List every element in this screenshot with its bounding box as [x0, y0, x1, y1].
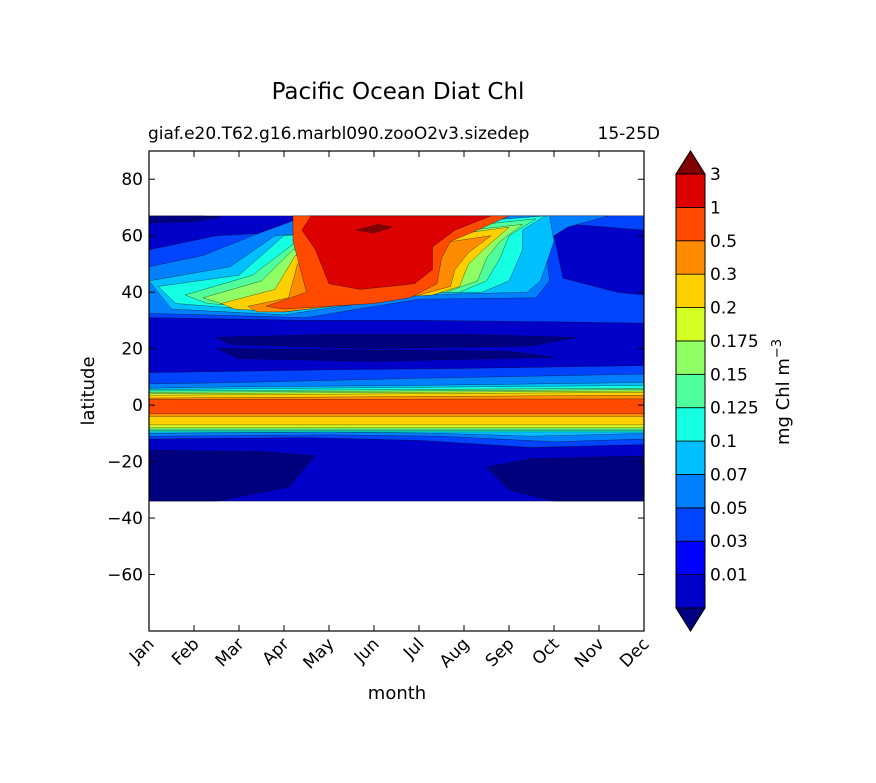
y-tick-label: −40 [107, 509, 143, 529]
colorbar-tick-label: 0.07 [710, 465, 748, 485]
y-tick-label: 80 [121, 170, 143, 190]
x-tick-label: Apr [259, 634, 294, 669]
colorbar-tick-label: 0.3 [710, 265, 737, 285]
x-tick-label: Sep [482, 634, 519, 671]
x-tick-label: Oct [529, 634, 564, 669]
y-tick-label: −20 [107, 453, 143, 473]
x-tick-label: Jul [399, 634, 428, 663]
colorbar-label-exponent: −3 [770, 339, 785, 358]
colorbar-segment [675, 507, 706, 542]
colorbar-tick-label: 0.03 [710, 532, 748, 552]
colorbar: 0.01 0.03 0.05 0.07 0.1 0.125 0.15 0.175 0.2 0.3 0… [675, 150, 759, 632]
colorbar-segment [675, 307, 706, 342]
colorbar-segment [675, 240, 706, 275]
colorbar-segment [675, 440, 706, 475]
x-tick-label: Jan [125, 634, 158, 667]
colorbar-segment [675, 206, 706, 242]
contour-band-4 [216, 334, 577, 349]
contour-band-3 [485, 455, 644, 502]
colorbar-label: mg Chl m−3 [770, 339, 794, 445]
contour-band-26 [149, 398, 644, 414]
y-tick-label: 60 [121, 227, 143, 247]
x-tick-label: Mar [212, 634, 249, 671]
y-tick-label: 0 [132, 396, 143, 416]
colorbar-frame [675, 173, 706, 609]
contour-band-15 [301, 215, 492, 290]
y-tick-label: 40 [121, 283, 143, 303]
chart-subtitle-left: giaf.e20.T62.g16.marbl090.zooO2v3.sizede… [148, 124, 529, 144]
plot-frame [148, 150, 645, 632]
colorbar-tick-label: 0.01 [710, 566, 748, 586]
colorbar-tick-label: 0.125 [710, 399, 759, 419]
colorbar-segment [675, 474, 706, 509]
colorbar-segment [675, 273, 706, 308]
chart-subtitle-right: 15-25D [598, 124, 661, 144]
y-tick-label: −60 [107, 566, 143, 586]
colorbar-segment [675, 173, 706, 208]
colorbar-segment [675, 407, 706, 442]
contour-band-16 [355, 224, 393, 234]
x-tick-label: Jun [350, 634, 384, 668]
x-axis-label: month [368, 683, 426, 704]
colorbar-tick-label: 0.5 [710, 232, 737, 252]
colorbar-segment [675, 373, 706, 409]
x-tick-label: Dec [616, 634, 653, 671]
colorbar-tick-label: 0.2 [710, 299, 737, 319]
colorbar-tick-label: 3 [710, 165, 721, 185]
colorbar-tick-label: 0.1 [710, 432, 737, 452]
contour-band-5 [216, 348, 555, 362]
contour-band-1 [149, 215, 222, 224]
contour-field [149, 215, 644, 502]
y-tick-label: 20 [121, 340, 143, 360]
contour-band-2 [149, 450, 317, 502]
y-axis: 80 60 40 20 0 −20 −40 −60 [107, 170, 644, 586]
colorbar-extend-bottom [675, 607, 706, 632]
colorbar-tick-label: 0.15 [710, 365, 748, 385]
x-tick-label: Nov [571, 634, 609, 672]
y-axis-label: latitude [78, 356, 99, 425]
colorbar-tick-label: 0.05 [710, 499, 748, 519]
colorbar-segment [675, 340, 706, 375]
x-tick-label: Feb [168, 634, 203, 669]
colorbar-extend-top [675, 150, 706, 175]
x-tick-label: May [300, 634, 339, 673]
colorbar-tick-label: 1 [710, 198, 721, 218]
colorbar-tick-label: 0.175 [710, 332, 759, 352]
colorbar-segment [675, 540, 706, 576]
colorbar-segment [675, 574, 706, 609]
colorbar-label-text: mg Chl m [773, 358, 794, 445]
chart-title: Pacific Ocean Diat Chl [272, 79, 525, 105]
x-tick-label: Aug [436, 634, 474, 672]
